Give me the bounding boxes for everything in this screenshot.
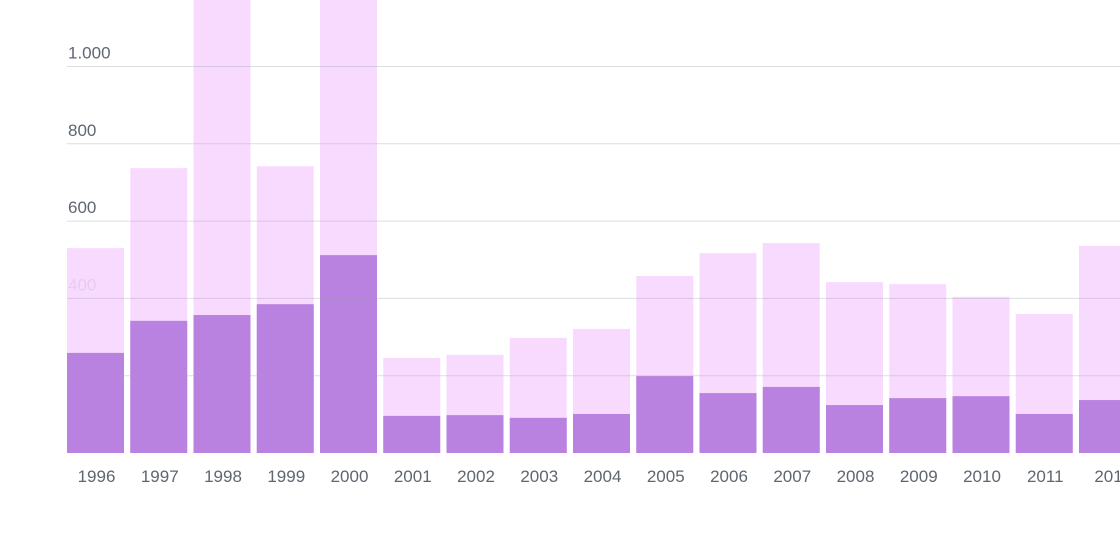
bar-subset-1997 bbox=[130, 320, 188, 453]
x-tick-label: 201 bbox=[1094, 467, 1120, 486]
x-tick-label: 2005 bbox=[647, 467, 685, 486]
x-tick-label: 2008 bbox=[837, 467, 875, 486]
y-tick-label: 1.000 bbox=[68, 44, 111, 63]
bar-subset-2011 bbox=[1015, 413, 1073, 453]
bar-subset-2002 bbox=[446, 415, 504, 453]
bar-subset-1999 bbox=[256, 304, 314, 453]
bar-subset-2004 bbox=[573, 413, 630, 453]
bar-subset-2005 bbox=[636, 376, 694, 453]
x-tick-label: 1999 bbox=[267, 467, 305, 486]
y-tick-label: 600 bbox=[68, 198, 96, 217]
bar-subset-2000 bbox=[320, 255, 377, 453]
x-tick-label: 1997 bbox=[141, 467, 179, 486]
bar-subset-2001 bbox=[383, 415, 441, 453]
bar-subset-2007 bbox=[762, 386, 820, 453]
x-tick-label: 2000 bbox=[331, 467, 369, 486]
bar-subset-2003 bbox=[509, 417, 567, 453]
bar-subset-2006 bbox=[699, 393, 757, 453]
x-tick-label: 2009 bbox=[900, 467, 938, 486]
x-tick-label: 2002 bbox=[457, 467, 495, 486]
bar-subset-2009 bbox=[889, 398, 947, 453]
x-tick-label: 2001 bbox=[394, 467, 432, 486]
x-tick-label: 2003 bbox=[520, 467, 558, 486]
x-tick-label: 1998 bbox=[204, 467, 242, 486]
y-tick-label: 800 bbox=[68, 121, 96, 140]
bar-subset-2012 bbox=[1079, 400, 1120, 453]
x-tick-label: 2006 bbox=[710, 467, 748, 486]
x-tick-label: 2004 bbox=[584, 467, 622, 486]
bar-subset-1996 bbox=[67, 352, 124, 453]
bar-subset-2008 bbox=[826, 405, 883, 453]
x-tick-label: 2011 bbox=[1027, 467, 1064, 486]
x-tick-label: 1996 bbox=[78, 467, 116, 486]
bar-subset-2010 bbox=[952, 396, 1010, 453]
x-tick-label: 2007 bbox=[773, 467, 811, 486]
x-tick-label: 2010 bbox=[963, 467, 1001, 486]
bar-subset-1998 bbox=[193, 315, 251, 453]
